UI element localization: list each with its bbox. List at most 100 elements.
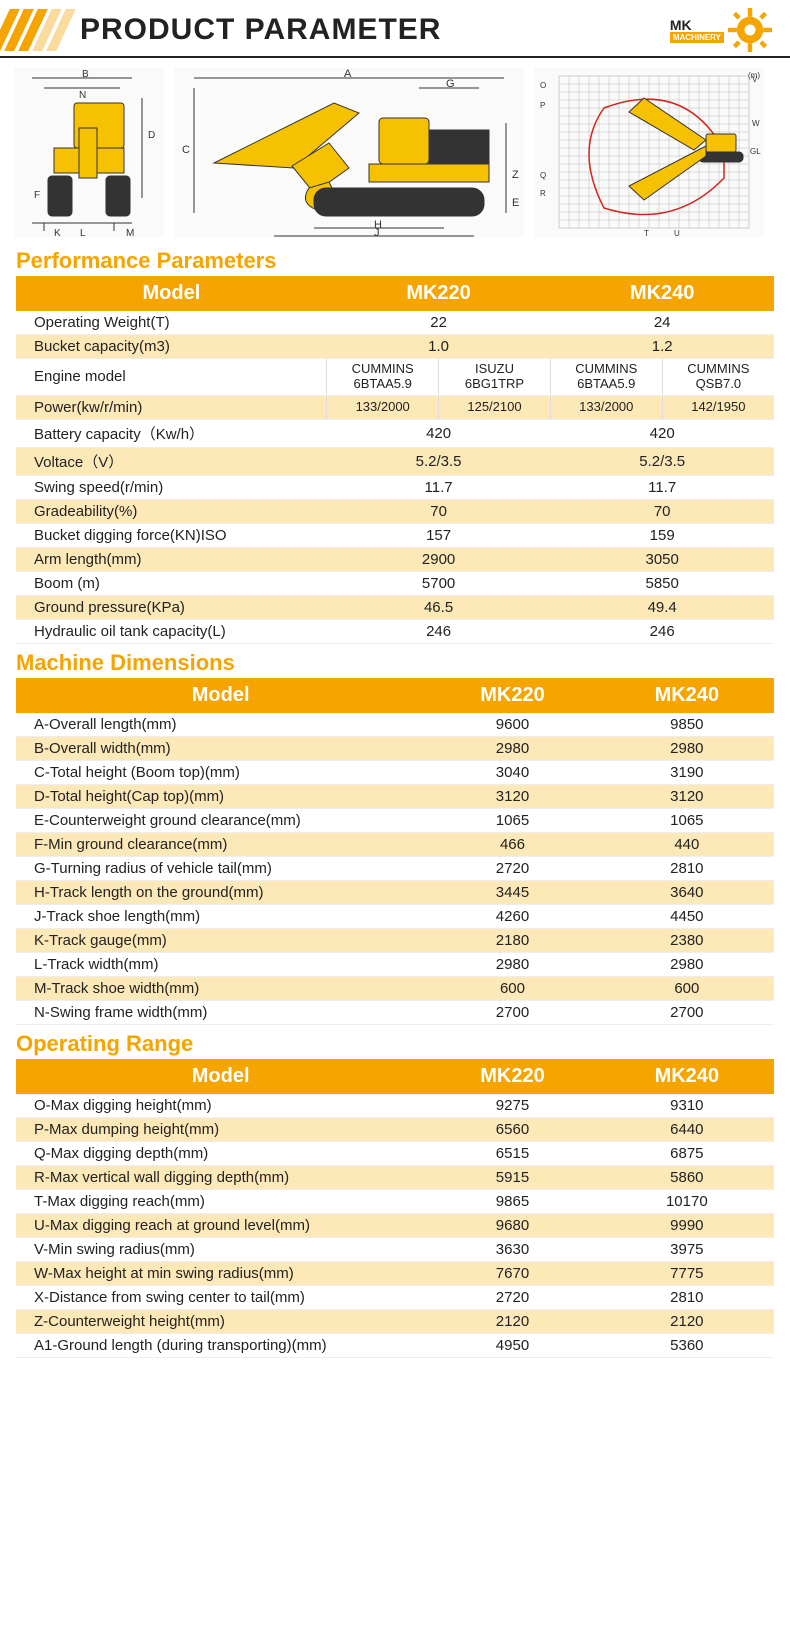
row-value-mk220: 4260 bbox=[425, 904, 599, 928]
diagrams-row: BN DF KM L AG bbox=[0, 58, 790, 242]
row-value-mk240: 1.2 bbox=[550, 335, 774, 359]
row-label: U-Max digging reach at ground level(mm) bbox=[16, 1213, 425, 1237]
row-value-mk220: 70 bbox=[327, 499, 551, 523]
svg-text:F: F bbox=[34, 190, 40, 201]
section-title-dims: Machine Dimensions bbox=[16, 650, 774, 676]
row-value-mk220: 157 bbox=[327, 523, 551, 547]
row-value-mk220: 2180 bbox=[425, 928, 599, 952]
table-row: J-Track shoe length(mm)42604450 bbox=[16, 904, 774, 928]
logo-text: MK bbox=[670, 18, 724, 32]
table-row: G-Turning radius of vehicle tail(mm)2720… bbox=[16, 856, 774, 880]
row-value: CUMMINS6BTAA5.9 bbox=[550, 359, 662, 396]
row-value-mk240: 2120 bbox=[600, 1309, 774, 1333]
row-value: 125/2100 bbox=[439, 395, 551, 419]
table-row: Boom (m)57005850 bbox=[16, 571, 774, 595]
row-label: A-Overall length(mm) bbox=[16, 713, 425, 737]
svg-text:D: D bbox=[148, 130, 155, 141]
table-performance: Model MK220 MK240 Operating Weight(T)222… bbox=[16, 276, 774, 644]
table-row: Voltace（V）5.2/3.55.2/3.5 bbox=[16, 447, 774, 475]
svg-text:O: O bbox=[540, 81, 546, 90]
th-mk240: MK240 bbox=[600, 678, 774, 713]
header-left: PRODUCT PARAMETER bbox=[0, 9, 441, 51]
row-value-mk220: 4950 bbox=[425, 1333, 599, 1357]
row-label: A1-Ground length (during transporting)(m… bbox=[16, 1333, 425, 1357]
row-value-mk240: 3050 bbox=[550, 547, 774, 571]
row-value-mk220: 466 bbox=[425, 832, 599, 856]
row-value-mk220: 2700 bbox=[425, 1000, 599, 1024]
row-value: ISUZU6BG1TRP bbox=[439, 359, 551, 396]
row-value-mk220: 1065 bbox=[425, 808, 599, 832]
row-value-mk240: 9990 bbox=[600, 1213, 774, 1237]
row-value-mk220: 600 bbox=[425, 976, 599, 1000]
row-label: B-Overall width(mm) bbox=[16, 736, 425, 760]
table-row: P-Max dumping height(mm)65606440 bbox=[16, 1117, 774, 1141]
row-value-mk220: 246 bbox=[327, 619, 551, 643]
row-value-mk240: 4450 bbox=[600, 904, 774, 928]
th-model: Model bbox=[16, 276, 327, 311]
table-row: F-Min ground clearance(mm)466440 bbox=[16, 832, 774, 856]
svg-text:A: A bbox=[344, 68, 352, 80]
table-row: D-Total height(Cap top)(mm)31203120 bbox=[16, 784, 774, 808]
svg-text:J: J bbox=[374, 227, 380, 238]
svg-text:B: B bbox=[82, 69, 89, 80]
row-label: W-Max height at min swing radius(mm) bbox=[16, 1261, 425, 1285]
svg-text:C: C bbox=[182, 144, 190, 156]
diagram-front-view: BN DF KM L bbox=[14, 68, 164, 238]
row-value: CUMMINSQSB7.0 bbox=[662, 359, 774, 396]
row-label: P-Max dumping height(mm) bbox=[16, 1117, 425, 1141]
row-value-mk220: 11.7 bbox=[327, 475, 551, 499]
row-label: K-Track gauge(mm) bbox=[16, 928, 425, 952]
row-value-mk240: 246 bbox=[550, 619, 774, 643]
table-row: M-Track shoe width(mm)600600 bbox=[16, 976, 774, 1000]
row-label: V-Min swing radius(mm) bbox=[16, 1237, 425, 1261]
row-value-mk240: 5.2/3.5 bbox=[550, 447, 774, 475]
row-value: 142/1950 bbox=[662, 395, 774, 419]
header-stripes-icon bbox=[0, 9, 76, 51]
svg-text:N: N bbox=[79, 90, 86, 101]
row-label: H-Track length on the ground(mm) bbox=[16, 880, 425, 904]
row-value: CUMMINS6BTAA5.9 bbox=[327, 359, 439, 396]
table-range: Model MK220 MK240 O-Max digging height(m… bbox=[16, 1059, 774, 1358]
th-model: Model bbox=[16, 678, 425, 713]
table-dimensions: Model MK220 MK240 A-Overall length(mm)96… bbox=[16, 678, 774, 1025]
row-label: Hydraulic oil tank capacity(L) bbox=[16, 619, 327, 643]
table-row: E-Counterweight ground clearance(mm)1065… bbox=[16, 808, 774, 832]
row-value-mk220: 3040 bbox=[425, 760, 599, 784]
row-value-mk220: 9600 bbox=[425, 713, 599, 737]
row-value-mk240: 2700 bbox=[600, 1000, 774, 1024]
row-label: N-Swing frame width(mm) bbox=[16, 1000, 425, 1024]
th-mk220: MK220 bbox=[425, 678, 599, 713]
row-label: Gradeability(%) bbox=[16, 499, 327, 523]
svg-text:(m): (m) bbox=[748, 71, 760, 80]
table-row: O-Max digging height(mm)92759310 bbox=[16, 1094, 774, 1118]
row-value-mk220: 9680 bbox=[425, 1213, 599, 1237]
table-row: Z-Counterweight height(mm)21202120 bbox=[16, 1309, 774, 1333]
table-row: Operating Weight(T)2224 bbox=[16, 311, 774, 335]
row-value-mk220: 9275 bbox=[425, 1094, 599, 1118]
row-label: Ground pressure(KPa) bbox=[16, 595, 327, 619]
row-value-mk240: 2810 bbox=[600, 1285, 774, 1309]
row-value-mk240: 49.4 bbox=[550, 595, 774, 619]
row-value-mk240: 420 bbox=[550, 419, 774, 447]
row-value-mk220: 3630 bbox=[425, 1237, 599, 1261]
row-value-mk220: 2720 bbox=[425, 856, 599, 880]
row-label: M-Track shoe width(mm) bbox=[16, 976, 425, 1000]
table-row: B-Overall width(mm)29802980 bbox=[16, 736, 774, 760]
table-row: A1-Ground length (during transporting)(m… bbox=[16, 1333, 774, 1357]
row-value-mk220: 5.2/3.5 bbox=[327, 447, 551, 475]
row-value-mk240: 440 bbox=[600, 832, 774, 856]
svg-text:GL: GL bbox=[750, 147, 761, 156]
row-value-mk240: 5860 bbox=[600, 1165, 774, 1189]
row-label: Voltace（V） bbox=[16, 447, 327, 475]
row-value-mk240: 2980 bbox=[600, 952, 774, 976]
row-value: 133/2000 bbox=[327, 395, 439, 419]
row-value-mk240: 2980 bbox=[600, 736, 774, 760]
row-value-mk240: 11.7 bbox=[550, 475, 774, 499]
table-row: Arm length(mm)29003050 bbox=[16, 547, 774, 571]
row-value-mk240: 600 bbox=[600, 976, 774, 1000]
row-label: E-Counterweight ground clearance(mm) bbox=[16, 808, 425, 832]
svg-text:Z: Z bbox=[512, 169, 519, 181]
th-mk240: MK240 bbox=[600, 1059, 774, 1094]
table-row: L-Track width(mm)29802980 bbox=[16, 952, 774, 976]
diagram-working-range: OP QR WV GL TU (m) bbox=[534, 68, 764, 238]
